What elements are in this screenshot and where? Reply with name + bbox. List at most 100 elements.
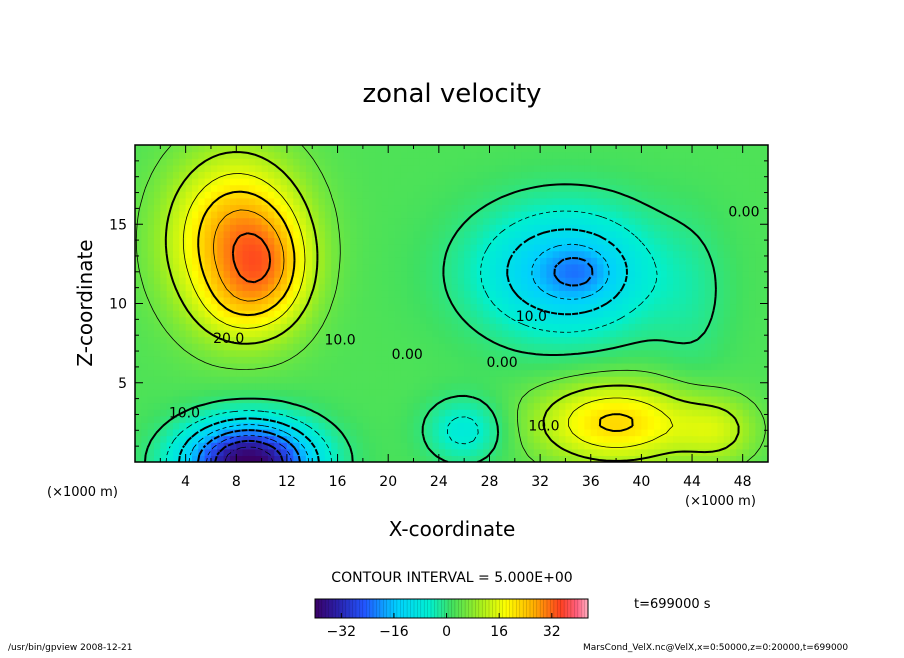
heatmap-cell xyxy=(724,449,731,456)
heatmap-cell xyxy=(344,145,351,152)
heatmap-cell xyxy=(135,171,142,178)
heatmap-cell xyxy=(287,310,294,317)
heatmap-cell xyxy=(211,403,218,410)
heatmap-cell xyxy=(306,310,313,317)
heatmap-cell xyxy=(236,178,243,185)
heatmap-cell xyxy=(135,343,142,350)
heatmap-cell xyxy=(198,178,205,185)
heatmap-cell xyxy=(198,304,205,311)
heatmap-cell xyxy=(382,277,389,284)
heatmap-cell xyxy=(363,204,370,211)
heatmap-cell xyxy=(293,158,300,165)
heatmap-cell xyxy=(610,152,617,159)
heatmap-cell xyxy=(515,257,522,264)
heatmap-cell xyxy=(312,310,319,317)
heatmap-cell xyxy=(179,436,186,443)
heatmap-cell xyxy=(281,363,288,370)
heatmap-cell xyxy=(711,416,718,423)
heatmap-cell xyxy=(698,436,705,443)
heatmap-cell xyxy=(401,211,408,218)
heatmap-cell xyxy=(464,198,471,205)
heatmap-cell xyxy=(470,422,477,429)
heatmap-cell xyxy=(135,310,142,317)
heatmap-cell xyxy=(458,370,465,377)
heatmap-cell xyxy=(338,317,345,324)
heatmap-cell xyxy=(610,416,617,423)
heatmap-cell xyxy=(401,416,408,423)
heatmap-cell xyxy=(616,277,623,284)
heatmap-cell xyxy=(192,343,199,350)
heatmap-cell xyxy=(135,383,142,390)
heatmap-cell xyxy=(749,237,756,244)
heatmap-cell xyxy=(407,422,414,429)
heatmap-cell xyxy=(458,171,465,178)
heatmap-cell xyxy=(439,310,446,317)
heatmap-cell xyxy=(420,264,427,271)
heatmap-cell xyxy=(711,330,718,337)
heatmap-cell xyxy=(135,396,142,403)
heatmap-cell xyxy=(711,442,718,449)
heatmap-cell xyxy=(717,317,724,324)
heatmap-cell xyxy=(464,310,471,317)
heatmap-cell xyxy=(717,204,724,211)
heatmap-cell xyxy=(603,171,610,178)
heatmap-cell xyxy=(508,224,515,231)
heatmap-cell xyxy=(521,330,528,337)
heatmap-cell xyxy=(527,396,534,403)
heatmap-cell xyxy=(654,277,661,284)
heatmap-cell xyxy=(426,244,433,251)
heatmap-cell xyxy=(483,270,490,277)
heatmap-cell xyxy=(154,297,161,304)
heatmap-cell xyxy=(673,323,680,330)
heatmap-cell xyxy=(243,383,250,390)
heatmap-cell xyxy=(211,442,218,449)
heatmap-cell xyxy=(591,158,598,165)
heatmap-cell xyxy=(401,304,408,311)
heatmap-cell xyxy=(730,185,737,192)
heatmap-cell xyxy=(160,442,167,449)
heatmap-cell xyxy=(395,145,402,152)
heatmap-cell xyxy=(736,304,743,311)
heatmap-cell xyxy=(540,191,547,198)
heatmap-cell xyxy=(622,449,629,456)
heatmap-cell xyxy=(262,317,269,324)
heatmap-cell xyxy=(616,145,623,152)
heatmap-cell xyxy=(483,284,490,291)
heatmap-cell xyxy=(597,376,604,383)
heatmap-cell xyxy=(749,370,756,377)
heatmap-cell xyxy=(597,403,604,410)
heatmap-cell xyxy=(433,330,440,337)
heatmap-cell xyxy=(692,244,699,251)
heatmap-cell xyxy=(755,244,762,251)
heatmap-cell xyxy=(686,370,693,377)
heatmap-cell xyxy=(452,376,459,383)
heatmap-cell xyxy=(597,449,604,456)
heatmap-cell xyxy=(376,449,383,456)
heatmap-cell xyxy=(382,363,389,370)
heatmap-cell xyxy=(268,356,275,363)
heatmap-cell xyxy=(407,363,414,370)
heatmap-cell xyxy=(648,277,655,284)
heatmap-cell xyxy=(141,304,148,311)
heatmap-cell xyxy=(717,277,724,284)
heatmap-cell xyxy=(179,363,186,370)
heatmap-cell xyxy=(736,370,743,377)
heatmap-cell xyxy=(433,277,440,284)
heatmap-cell xyxy=(673,409,680,416)
heatmap-cell xyxy=(622,158,629,165)
heatmap-cell xyxy=(192,370,199,377)
heatmap-cell xyxy=(249,290,256,297)
x-tick-label: 4 xyxy=(181,474,190,490)
heatmap-cell xyxy=(496,290,503,297)
heatmap-cell xyxy=(679,356,686,363)
heatmap-cell xyxy=(603,251,610,258)
contour-label: 10.0 xyxy=(325,333,356,349)
heatmap-cell xyxy=(325,396,332,403)
heatmap-cell xyxy=(483,178,490,185)
heatmap-cell xyxy=(749,310,756,317)
heatmap-cell xyxy=(186,231,193,238)
heatmap-cell xyxy=(452,356,459,363)
heatmap-cell xyxy=(730,317,737,324)
heatmap-cell xyxy=(755,323,762,330)
heatmap-cell xyxy=(243,264,250,271)
